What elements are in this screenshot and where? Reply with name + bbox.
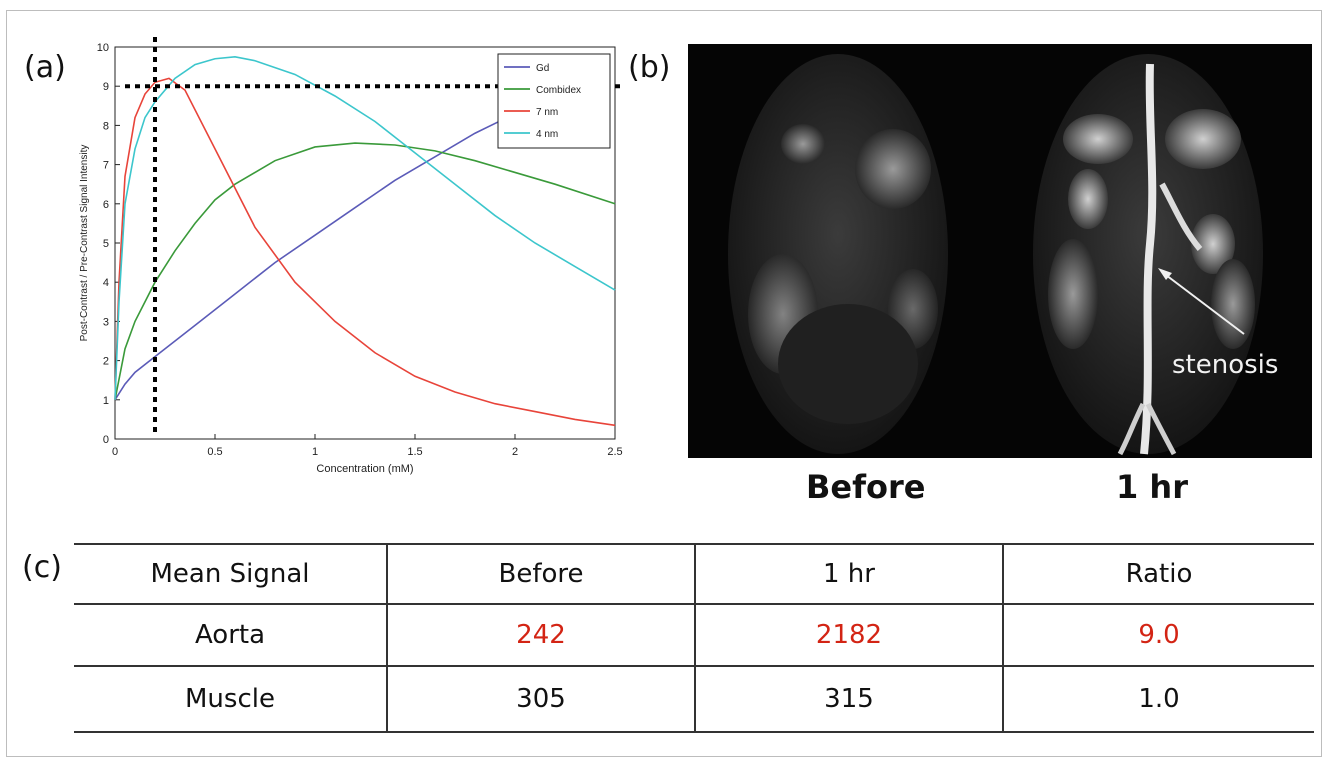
header-before: Before bbox=[386, 543, 695, 604]
y-tick-label: 8 bbox=[103, 120, 109, 132]
stenosis-arrow bbox=[1161, 271, 1245, 335]
x-tick-label: 1 bbox=[312, 446, 318, 458]
aorta-ratio: 9.0 bbox=[1002, 603, 1314, 666]
y-tick-label: 7 bbox=[103, 160, 109, 172]
series-line-7-nm bbox=[114, 77, 616, 427]
y-tick-label: 1 bbox=[103, 395, 109, 407]
aorta-1hr: 2182 bbox=[694, 603, 1003, 666]
y-tick-label: 2 bbox=[103, 356, 109, 368]
x-tick-label: 0.5 bbox=[207, 446, 222, 458]
figure-frame bbox=[6, 10, 1322, 757]
mri-image bbox=[688, 44, 1312, 458]
x-tick-label: 1.5 bbox=[407, 446, 422, 458]
row-label-muscle: Muscle bbox=[74, 665, 387, 733]
muscle-ratio: 1.0 bbox=[1002, 665, 1314, 733]
legend-label: Combidex bbox=[536, 85, 581, 96]
concentration-chart: 0 0.5 1 1.5 2 2.5 0 1 2 3 4 5 6 7 8 9 10 Concentration (m… bbox=[79, 37, 623, 475]
series-line-4-nm bbox=[114, 55, 616, 400]
header-ratio: Ratio bbox=[1002, 543, 1314, 604]
panel-label-a: (a) bbox=[24, 50, 66, 85]
y-tick-label: 4 bbox=[103, 277, 109, 289]
y-tick-label: 5 bbox=[103, 238, 109, 250]
x-tick-label: 0 bbox=[112, 446, 118, 458]
stenosis-annotation: stenosis bbox=[1172, 350, 1279, 380]
muscle-before: 305 bbox=[386, 665, 695, 733]
y-tick-label: 3 bbox=[103, 316, 109, 328]
panel-label-c: (c) bbox=[22, 550, 62, 585]
header-mean-signal: Mean Signal bbox=[74, 543, 387, 604]
x-tick-label: 2.5 bbox=[607, 446, 622, 458]
legend-label: 7 nm bbox=[536, 107, 558, 118]
mri-caption-after: 1 hr bbox=[1116, 468, 1188, 506]
muscle-1hr: 315 bbox=[694, 665, 1003, 733]
header-1hr: 1 hr bbox=[694, 543, 1003, 604]
y-axis-label: Post-Contrast / Pre-Contrast Signal Inte… bbox=[79, 145, 90, 342]
y-tick-label: 9 bbox=[103, 81, 109, 93]
row-label-aorta: Aorta bbox=[74, 603, 387, 666]
panel-label-b: (b) bbox=[628, 50, 671, 85]
aorta-before: 242 bbox=[386, 603, 695, 666]
table-row: Muscle 305 315 1.0 bbox=[74, 665, 1314, 733]
x-tick-label: 2 bbox=[512, 446, 518, 458]
legend-label: Gd bbox=[536, 63, 549, 74]
y-tick-label: 10 bbox=[97, 42, 109, 54]
y-tick-label: 6 bbox=[103, 199, 109, 211]
series-line-combidex bbox=[114, 142, 616, 400]
mri-scan-graphic bbox=[728, 54, 1263, 456]
series-line-gd bbox=[114, 112, 516, 401]
table-row: Aorta 242 2182 9.0 bbox=[74, 603, 1314, 666]
legend-label: 4 nm bbox=[536, 129, 558, 140]
mri-caption-before: Before bbox=[806, 468, 926, 506]
y-tick-label: 0 bbox=[103, 434, 109, 446]
signal-table: Mean Signal Before 1 hr Ratio Aorta 242 … bbox=[74, 543, 1314, 733]
x-axis-label: Concentration (mM) bbox=[316, 463, 413, 475]
